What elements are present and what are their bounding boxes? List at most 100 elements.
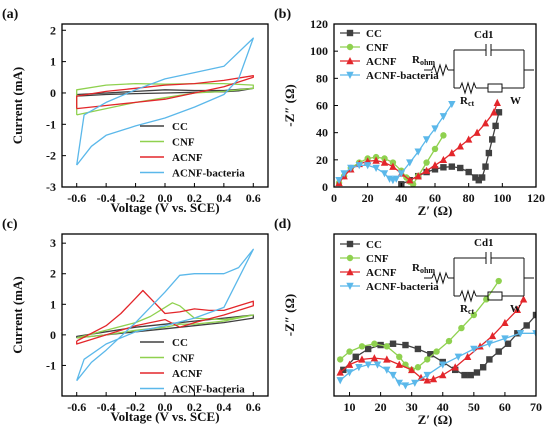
series-cc-point xyxy=(431,166,439,173)
panel-2-x-tick-label: 0.6 xyxy=(246,400,261,414)
panel-3-y-axis-label: -Z″ (Ω) xyxy=(282,294,297,337)
series-acnf-bacteria-point xyxy=(364,361,372,369)
series-cnf-point xyxy=(423,159,430,166)
series-acnf-point xyxy=(370,354,379,362)
panel-1-circuit-warburg xyxy=(487,83,503,93)
panel-1-circuit: Rohm Cd1 Rct W xyxy=(412,29,534,108)
series-acnf-point xyxy=(490,108,498,116)
panel-3-circuit-cdl-label: Cd1 xyxy=(474,237,494,249)
panel-2-x-tick-label: 0.4 xyxy=(216,400,231,414)
series-cnf-point xyxy=(383,343,391,350)
series-cnf-point xyxy=(495,277,502,285)
panel-3-x-axis-label: Z′ (Ω) xyxy=(418,412,453,427)
series-acnf-point xyxy=(463,352,472,361)
series-cc-point xyxy=(473,369,481,376)
legend-cc-marker xyxy=(346,29,354,37)
series-acnf-line xyxy=(76,75,254,110)
panel-3-x-tick-label: 60 xyxy=(499,400,511,414)
legend-acnf-label: ACNF xyxy=(172,368,203,380)
series-acnf-bacteria-point xyxy=(422,136,431,144)
panel-0-plot-area xyxy=(76,37,254,166)
panel-0-y-tick-label: 1 xyxy=(50,55,56,69)
series-cc-point xyxy=(457,164,464,172)
panel-1-circuit-w-label: W xyxy=(510,95,521,107)
legend-acnf-bacteria-label: ACNF-bacteria xyxy=(172,384,245,396)
series-cc-point xyxy=(352,353,359,361)
series-cc-point xyxy=(489,136,496,143)
panel-2-axes-frame xyxy=(61,233,269,397)
legend-acnf-marker xyxy=(346,268,354,276)
panel-1-circuit-rct-label: Rct xyxy=(460,95,475,108)
series-acnf-point xyxy=(439,371,447,379)
series-acnf-bacteria-point xyxy=(439,361,447,369)
panel-3-plot-area xyxy=(336,277,536,390)
panel-0-x-tick-label: 0.0 xyxy=(158,191,173,205)
panel-0-axes-frame xyxy=(61,23,269,188)
series-acnf-bacteria-line xyxy=(76,248,254,382)
series-cc-point xyxy=(448,163,456,170)
panel-2-y-axis-label: Current (mA) xyxy=(10,276,25,353)
panel-0-x-tick-label: 0.6 xyxy=(246,191,261,205)
panel-0-y-axis-label: Current (mA) xyxy=(10,67,25,144)
panel-1-circuit-rohm-label: Rohm xyxy=(412,54,435,67)
legend-cc-marker xyxy=(346,240,354,248)
series-cc-point xyxy=(495,348,502,355)
legend-acnf-bacteria-label: ACNF-bacteria xyxy=(366,70,439,82)
panel-0-x-axis-label: Voltage (V vs. SCE) xyxy=(110,200,219,215)
series-acnf-point xyxy=(389,162,397,170)
panel-0: (a) -0.6 -0.4 -0.2 0.0 0.2 0.4 0.6 2 1 0 -1 -2 -3 Volt… xyxy=(2,7,269,215)
series-cc-point xyxy=(467,371,474,379)
series-acnf-bacteria-point xyxy=(392,175,400,183)
panel-3-circuit-rohm xyxy=(431,271,449,285)
legend-cnf-label: CNF xyxy=(172,137,195,149)
series-cc-point xyxy=(472,174,479,181)
panel-2-x-tick-label: 0.2 xyxy=(187,400,202,414)
series-acnf-bacteria-point xyxy=(363,162,372,170)
panel-1-x-tick-label: 0 xyxy=(331,191,337,205)
series-cnf-line xyxy=(339,280,500,371)
series-acnf-point xyxy=(488,331,497,340)
panel-0-x-tick-label: -0.6 xyxy=(67,191,86,205)
legend-cnf-marker xyxy=(346,43,354,51)
series-acnf-point xyxy=(481,119,490,127)
legend-acnf-marker xyxy=(346,57,354,65)
series-acnf-bacteria-point xyxy=(411,379,419,387)
panel-1-circuit-rct xyxy=(459,81,477,95)
panel-3: (d) 10 20 30 40 50 60 70 Z′ (Ω) -Z″ (Ω) CC CNF ACNF A… xyxy=(274,217,542,427)
series-cc-point xyxy=(402,341,409,349)
series-acnf-bacteria-point xyxy=(340,170,348,178)
panel-1-y-axis-label: -Z″ (Ω) xyxy=(282,84,297,127)
series-acnf-point xyxy=(448,149,456,157)
series-acnf-point xyxy=(464,135,473,143)
panel-3-label: (d) xyxy=(274,217,291,232)
panel-0-y-tick-label: -1 xyxy=(46,117,56,131)
series-cnf-point xyxy=(424,356,431,363)
panel-0-y-tick-label: -2 xyxy=(46,149,56,163)
legend-acnf-label: ACNF xyxy=(366,267,397,279)
series-acnf-point xyxy=(380,158,389,166)
series-acnf-bacteria-point xyxy=(389,371,397,380)
panel-1-y-tick-label: 60 xyxy=(316,99,328,113)
panel-0-y-tick-label: -3 xyxy=(46,180,56,194)
series-acnf-bacteria-line xyxy=(76,37,254,166)
panel-1-y-tick-label: 80 xyxy=(316,71,328,85)
panel-3-circuit-rohm-label: Rohm xyxy=(412,262,435,275)
panel-1-x-tick-label: 120 xyxy=(527,191,545,205)
panel-1-y-tick-label: 20 xyxy=(316,153,328,167)
series-acnf-point xyxy=(372,156,380,164)
series-acnf-bacteria-point xyxy=(406,159,414,167)
panel-0-x-tick-label: -0.2 xyxy=(126,191,145,205)
panel-2-label: (c) xyxy=(2,217,18,232)
panel-1-x-tick-label: 80 xyxy=(463,191,475,205)
series-acnf-point xyxy=(414,172,422,180)
series-acnf-point xyxy=(456,142,464,150)
series-cc-point xyxy=(461,371,468,379)
panel-3-circuit-rct-label: Rct xyxy=(460,303,475,316)
series-acnf-point xyxy=(345,360,354,368)
panel-1-y-tick-label: 100 xyxy=(310,44,328,58)
series-acnf-bacteria-point xyxy=(414,148,422,156)
series-acnf-bacteria-point xyxy=(380,170,389,178)
panel-0-label: (a) xyxy=(2,7,19,22)
series-acnf-line xyxy=(339,298,525,381)
